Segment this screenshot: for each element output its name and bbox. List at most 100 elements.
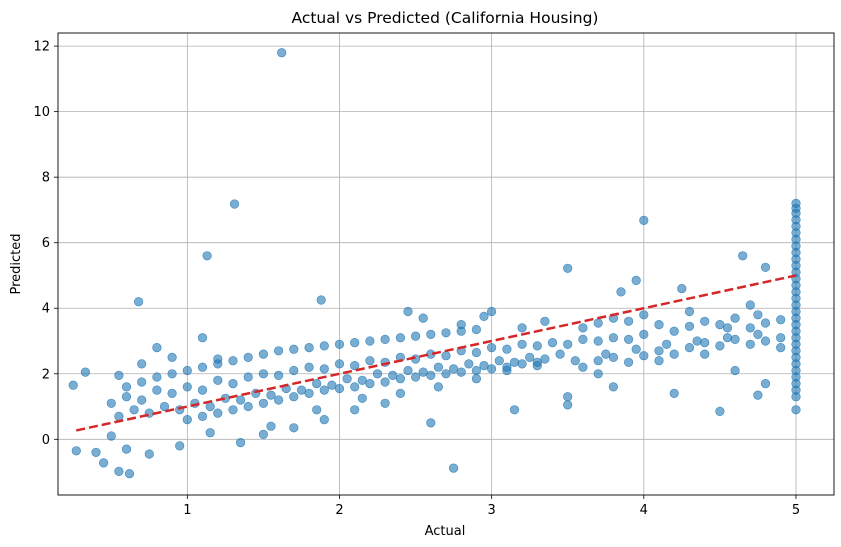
data-point xyxy=(258,429,269,440)
data-point xyxy=(228,405,238,415)
data-point xyxy=(532,341,542,351)
data-point xyxy=(502,362,512,372)
data-point xyxy=(760,336,771,346)
data-point xyxy=(357,393,367,403)
data-point xyxy=(289,365,299,376)
data-point xyxy=(760,262,771,272)
data-point xyxy=(509,405,520,415)
data-point xyxy=(68,380,78,390)
data-point xyxy=(540,316,550,326)
y-axis-ticks: 0 2 4 6 8 10 12 xyxy=(33,40,58,448)
x-tick-label: 2 xyxy=(335,503,343,518)
data-point xyxy=(654,346,664,356)
data-point xyxy=(578,323,588,333)
data-point xyxy=(456,326,466,336)
x-tick-label: 5 xyxy=(792,503,800,518)
data-point xyxy=(730,365,740,376)
data-point xyxy=(319,364,329,374)
data-point xyxy=(152,343,162,353)
data-point xyxy=(623,334,634,345)
data-point xyxy=(669,388,679,399)
data-point xyxy=(471,365,482,376)
data-point xyxy=(547,338,558,348)
data-point xyxy=(114,466,124,477)
data-point xyxy=(274,370,284,381)
data-point xyxy=(715,406,725,417)
data-point xyxy=(608,352,619,363)
data-point xyxy=(677,284,687,294)
x-axis-label: Actual xyxy=(425,524,466,539)
y-tick-label: 4 xyxy=(42,302,50,317)
data-point xyxy=(258,398,269,408)
data-point xyxy=(312,405,322,415)
data-point xyxy=(426,329,436,340)
data-point xyxy=(365,379,375,389)
data-point xyxy=(418,367,428,377)
data-point xyxy=(669,326,679,336)
data-point xyxy=(692,336,702,346)
data-point xyxy=(753,310,763,320)
data-point xyxy=(433,362,444,372)
data-point xyxy=(715,341,725,351)
data-point xyxy=(464,359,474,369)
data-point xyxy=(380,377,390,387)
data-point xyxy=(159,401,170,412)
data-point xyxy=(700,316,710,326)
data-point xyxy=(433,382,444,392)
data-point xyxy=(365,336,375,346)
data-point xyxy=(316,295,326,305)
data-point xyxy=(639,215,649,225)
data-point xyxy=(175,441,185,451)
data-point xyxy=(334,339,345,349)
data-point xyxy=(121,444,132,454)
data-point xyxy=(700,349,710,359)
data-point xyxy=(197,385,208,395)
data-point xyxy=(350,361,360,371)
data-point xyxy=(365,356,375,366)
data-point xyxy=(312,379,322,389)
data-point xyxy=(304,362,314,372)
data-point xyxy=(593,336,603,346)
data-point xyxy=(342,374,352,384)
data-point xyxy=(441,351,451,361)
data-point xyxy=(791,392,801,402)
data-point xyxy=(213,408,223,418)
data-point xyxy=(197,333,208,343)
data-point xyxy=(334,383,345,394)
data-point xyxy=(593,356,603,366)
data-point xyxy=(202,251,212,261)
data-point xyxy=(745,339,755,349)
data-point xyxy=(121,382,132,392)
data-point xyxy=(525,352,535,363)
data-point xyxy=(266,390,276,400)
data-point xyxy=(776,343,786,353)
data-point xyxy=(654,320,664,330)
y-tick-label: 8 xyxy=(42,171,50,186)
data-point xyxy=(152,372,162,382)
data-point xyxy=(532,357,542,367)
data-point xyxy=(471,374,482,384)
data-point xyxy=(258,349,269,359)
data-point xyxy=(228,379,238,389)
data-point xyxy=(593,369,603,379)
data-point xyxy=(753,329,763,340)
data-point xyxy=(631,275,641,286)
data-point xyxy=(395,374,406,384)
data-point xyxy=(137,395,147,405)
data-point xyxy=(776,315,786,325)
data-point xyxy=(684,343,695,353)
data-point xyxy=(296,385,307,395)
data-point xyxy=(121,392,132,402)
data-point xyxy=(124,469,135,479)
data-point xyxy=(639,310,649,320)
data-point xyxy=(152,385,162,395)
data-point xyxy=(182,382,192,392)
data-point xyxy=(327,380,337,390)
data-point xyxy=(236,395,246,405)
data-point xyxy=(289,423,299,433)
data-point xyxy=(487,306,497,317)
data-point xyxy=(661,339,672,349)
data-point xyxy=(395,333,406,343)
data-point xyxy=(319,341,329,351)
data-point xyxy=(426,370,436,381)
